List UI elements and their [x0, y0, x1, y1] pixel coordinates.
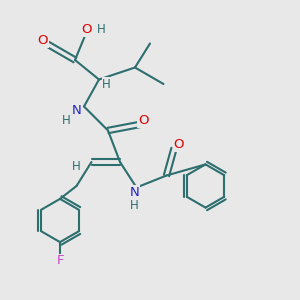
Text: O: O	[173, 138, 184, 151]
Text: N: N	[130, 186, 139, 199]
Text: N: N	[72, 104, 81, 118]
Text: H: H	[130, 199, 139, 212]
Text: F: F	[56, 254, 64, 267]
Text: H: H	[72, 160, 81, 173]
Text: H: H	[61, 114, 70, 127]
Text: H: H	[97, 23, 106, 36]
Text: O: O	[37, 34, 48, 47]
Text: H: H	[102, 77, 111, 91]
Text: O: O	[138, 114, 149, 127]
Text: O: O	[81, 23, 92, 36]
